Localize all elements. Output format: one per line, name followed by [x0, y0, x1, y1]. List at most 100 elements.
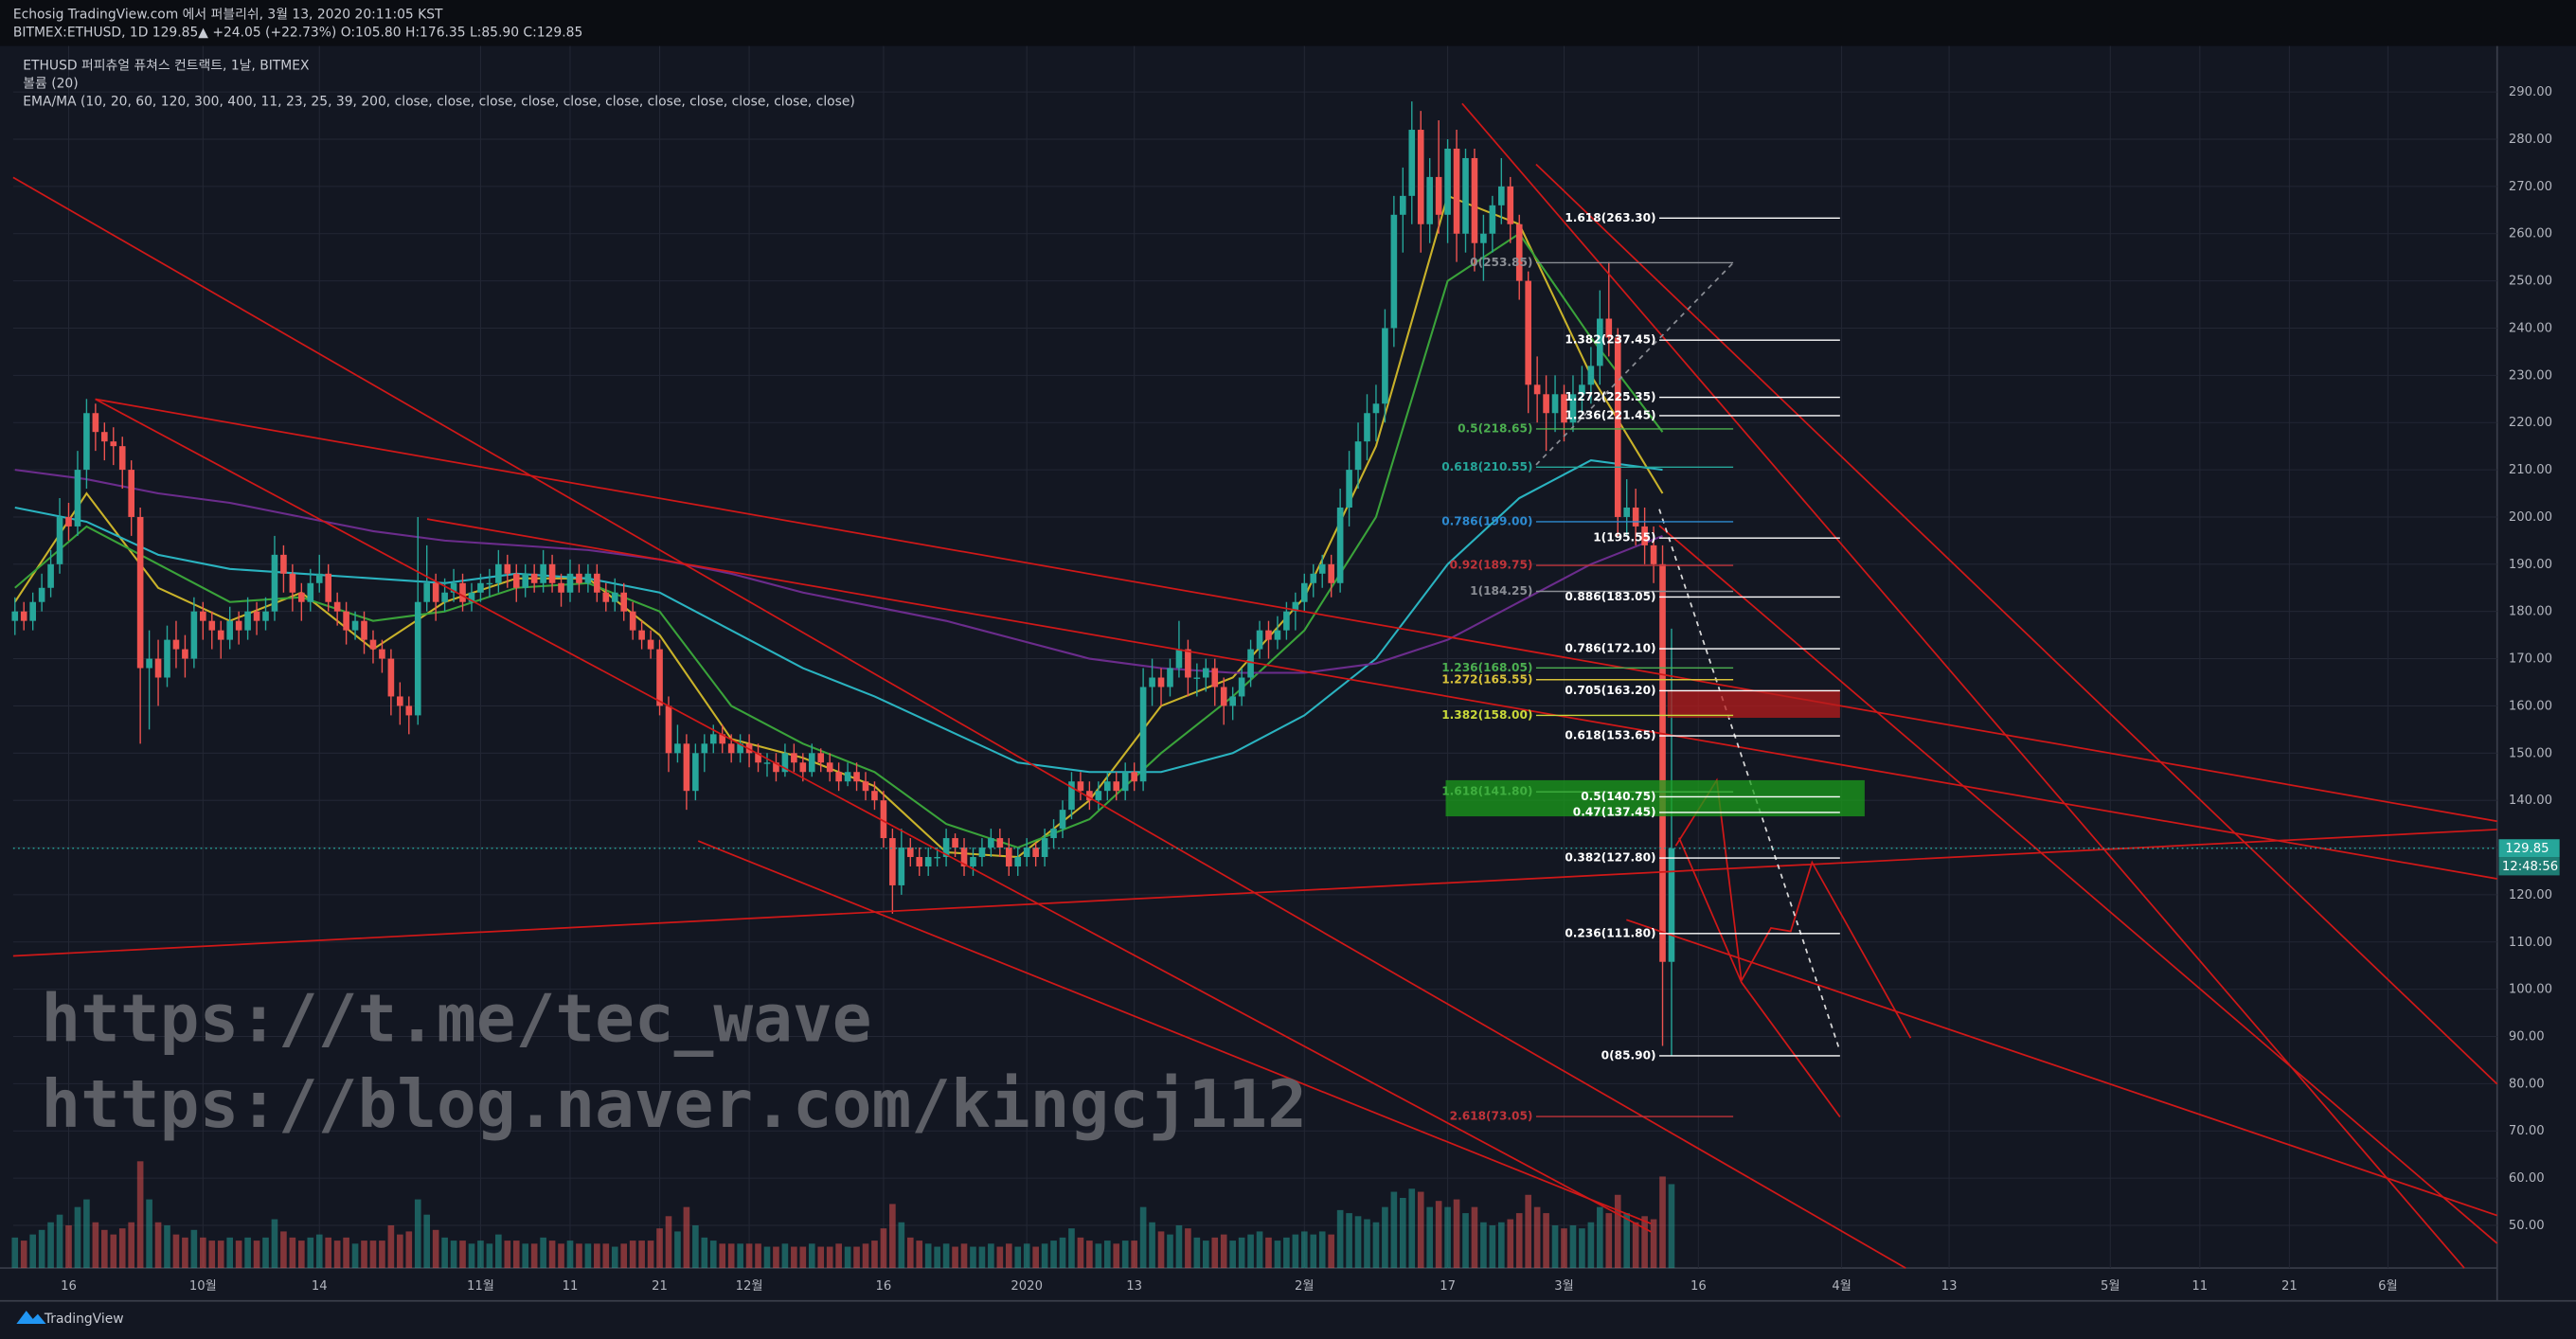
volume-bar — [692, 1224, 699, 1269]
fib-label: 0.786(172.10) — [1565, 642, 1655, 655]
volume-bar — [1561, 1228, 1567, 1269]
candle-body — [92, 413, 99, 433]
volume-bar — [799, 1246, 807, 1269]
volume-bar — [495, 1234, 502, 1269]
volume-bar — [1256, 1231, 1263, 1269]
candle-body — [1211, 668, 1219, 687]
y-tick-label: 100.00 — [2509, 983, 2552, 997]
candle-body — [1417, 130, 1424, 224]
volume-bar — [1328, 1234, 1334, 1269]
candle-body — [1623, 507, 1631, 517]
candle-body — [1229, 696, 1236, 706]
candle-body — [343, 611, 349, 631]
candle-body — [1579, 384, 1585, 395]
volume-bar — [727, 1243, 735, 1269]
candle-body — [1050, 829, 1057, 839]
volume — [11, 1161, 1675, 1269]
y-tick-label: 180.00 — [2509, 605, 2552, 619]
volume-bar — [414, 1199, 421, 1269]
volume-bar — [988, 1243, 994, 1269]
volume-bar — [862, 1243, 869, 1269]
volume-bar — [1050, 1241, 1057, 1269]
x-tick-label: 11월 — [467, 1278, 494, 1294]
volume-bar — [1354, 1216, 1362, 1269]
volume-bar — [853, 1246, 860, 1269]
candle-body — [369, 639, 377, 650]
candles — [11, 101, 1675, 1056]
candle-body — [952, 838, 958, 848]
volume-bar — [56, 1214, 63, 1269]
candle-body — [1435, 176, 1442, 215]
candle-body — [584, 573, 592, 583]
volume-bar — [1265, 1237, 1272, 1269]
fib-label: 0.705(163.20) — [1565, 684, 1655, 697]
volume-bar — [1211, 1237, 1219, 1269]
candle-body — [808, 753, 815, 773]
volume-bar — [709, 1241, 717, 1269]
x-tick-label: 2월 — [1295, 1278, 1315, 1294]
countdown: 12:48:56 — [2502, 860, 2558, 874]
volume-bar — [1632, 1222, 1639, 1269]
candle-body — [1256, 630, 1263, 650]
candle-body — [325, 573, 332, 602]
candle-body — [315, 573, 323, 583]
candle-body — [217, 630, 224, 640]
candle-body — [1167, 668, 1173, 687]
fib-label: 0.92(189.75) — [1450, 559, 1533, 572]
y-tick-label: 140.00 — [2509, 794, 2552, 808]
candle-body — [817, 753, 825, 763]
volume-bar — [432, 1229, 439, 1269]
candle-body — [432, 582, 439, 602]
volume-bar — [530, 1243, 538, 1269]
x-tick-label: 11 — [2191, 1279, 2208, 1294]
volume-bar — [611, 1246, 618, 1269]
x-tick-label: 14 — [312, 1279, 328, 1294]
volume-bar — [1525, 1194, 1531, 1269]
candle-body — [548, 563, 556, 583]
candle-body — [1283, 611, 1290, 631]
volume-bar — [791, 1246, 797, 1269]
volume-bar — [871, 1241, 878, 1269]
candle-body — [1551, 394, 1559, 414]
volume-bar — [558, 1243, 564, 1269]
x-tick-label: 10월 — [189, 1278, 217, 1294]
volume-bar — [737, 1243, 743, 1269]
volume-bar — [441, 1237, 448, 1269]
candle-body — [1382, 328, 1388, 404]
dashed-projection — [1658, 509, 1841, 1052]
candle-body — [1543, 394, 1549, 414]
candle-body — [1641, 526, 1648, 545]
candle-body — [1605, 318, 1613, 338]
y-tick-label: 230.00 — [2509, 368, 2552, 383]
trend-line — [1658, 525, 2498, 1244]
volume-bar — [1238, 1237, 1245, 1269]
volume-bar — [47, 1222, 54, 1269]
candle-body — [190, 611, 198, 659]
volume-bar — [136, 1161, 144, 1269]
volume-bar — [1489, 1224, 1496, 1269]
candle-body — [781, 753, 789, 773]
y-tick-label: 80.00 — [2509, 1077, 2545, 1091]
candle-body — [1318, 563, 1326, 574]
price-tag-box — [2498, 839, 2560, 858]
candle-body — [1175, 649, 1183, 669]
candle-body — [898, 848, 905, 885]
candle-body — [29, 601, 36, 621]
volume-bar — [1533, 1206, 1541, 1269]
candle-body — [835, 772, 842, 782]
candle-body — [629, 611, 636, 631]
candle-body — [791, 753, 797, 763]
volume-bar — [1614, 1194, 1621, 1269]
volume-bar — [817, 1246, 825, 1269]
candle-body — [1668, 848, 1675, 962]
candle-body — [1005, 848, 1012, 866]
volume-bar — [1444, 1206, 1451, 1269]
candle-body — [916, 857, 923, 866]
candle-body — [638, 630, 645, 640]
candle-body — [1068, 781, 1075, 811]
volume-bar — [978, 1246, 986, 1269]
volume-bar — [182, 1237, 188, 1269]
candle-body — [1659, 563, 1666, 962]
candle-body — [1310, 573, 1317, 583]
